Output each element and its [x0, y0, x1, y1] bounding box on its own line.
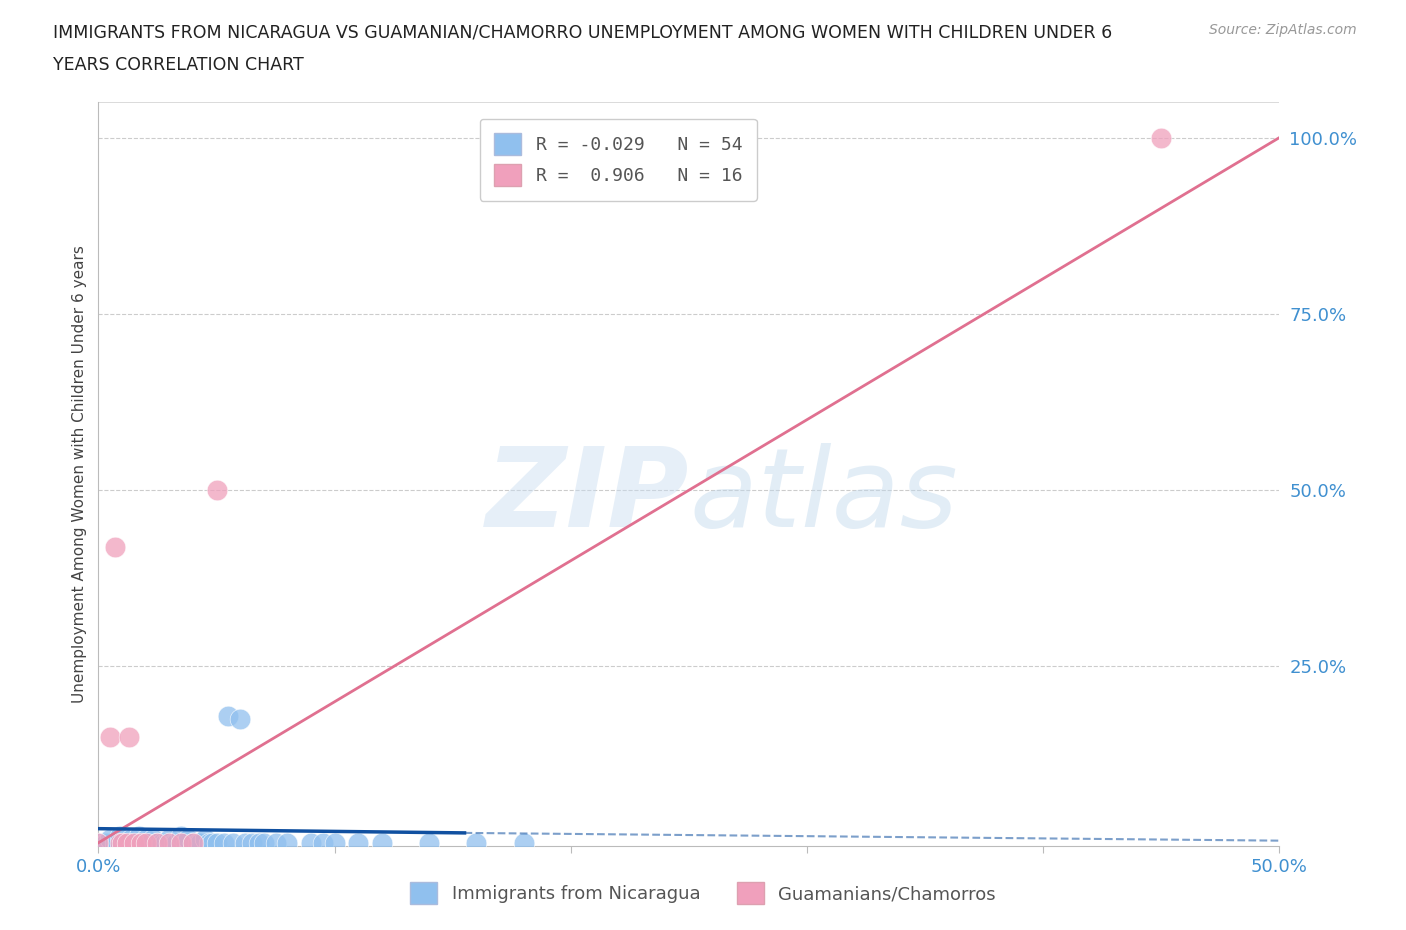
- Point: [347, 835, 370, 850]
- Text: atlas: atlas: [689, 443, 957, 551]
- Point: [174, 835, 197, 850]
- Point: [198, 835, 221, 850]
- Point: [112, 831, 135, 846]
- Point: [418, 835, 440, 850]
- Point: [94, 835, 117, 850]
- Point: [229, 712, 252, 727]
- Point: [299, 835, 322, 850]
- Point: [240, 835, 263, 850]
- Point: [115, 835, 138, 850]
- Text: IMMIGRANTS FROM NICARAGUA VS GUAMANIAN/CHAMORRO UNEMPLOYMENT AMONG WOMEN WITH CH: IMMIGRANTS FROM NICARAGUA VS GUAMANIAN/C…: [53, 23, 1112, 41]
- Point: [253, 835, 276, 850]
- Point: [111, 835, 134, 850]
- Point: [105, 835, 128, 850]
- Point: [135, 831, 157, 846]
- Point: [157, 835, 180, 850]
- Point: [108, 835, 131, 850]
- Point: [132, 835, 155, 850]
- Point: [205, 483, 228, 498]
- Point: [87, 835, 110, 850]
- Point: [247, 835, 270, 850]
- Point: [201, 835, 224, 850]
- Legend: R = -0.029   N = 54, R =  0.906   N = 16: R = -0.029 N = 54, R = 0.906 N = 16: [479, 119, 756, 201]
- Text: YEARS CORRELATION CHART: YEARS CORRELATION CHART: [53, 56, 304, 73]
- Point: [129, 835, 152, 850]
- Point: [276, 835, 298, 850]
- Point: [139, 835, 162, 850]
- Point: [217, 709, 239, 724]
- Legend: Immigrants from Nicaragua, Guamanians/Chamorros: Immigrants from Nicaragua, Guamanians/Ch…: [404, 875, 1002, 911]
- Point: [205, 835, 228, 850]
- Point: [312, 835, 335, 850]
- Point: [98, 831, 121, 846]
- Point: [111, 835, 134, 850]
- Point: [128, 829, 150, 844]
- Point: [157, 831, 180, 846]
- Point: [122, 835, 145, 850]
- Point: [212, 835, 235, 850]
- Text: Source: ZipAtlas.com: Source: ZipAtlas.com: [1209, 23, 1357, 37]
- Point: [129, 835, 152, 850]
- Point: [121, 831, 143, 846]
- Text: ZIP: ZIP: [485, 443, 689, 551]
- Point: [135, 835, 157, 850]
- Point: [264, 835, 287, 850]
- Point: [233, 835, 256, 850]
- Point: [371, 835, 394, 850]
- Point: [118, 729, 141, 744]
- Point: [142, 831, 165, 846]
- Point: [150, 835, 173, 850]
- Point: [187, 835, 209, 850]
- Point: [115, 835, 138, 850]
- Point: [188, 835, 211, 850]
- Point: [512, 835, 534, 850]
- Point: [136, 835, 159, 850]
- Point: [118, 835, 141, 850]
- Point: [177, 831, 200, 846]
- Point: [87, 835, 110, 850]
- Point: [108, 829, 131, 844]
- Point: [146, 835, 169, 850]
- Point: [104, 539, 127, 554]
- Point: [1150, 130, 1173, 145]
- Point: [194, 831, 217, 846]
- Point: [153, 835, 176, 850]
- Point: [165, 835, 187, 850]
- Point: [98, 729, 121, 744]
- Point: [122, 835, 145, 850]
- Point: [465, 835, 488, 850]
- Point: [146, 835, 169, 850]
- Point: [125, 835, 148, 850]
- Point: [163, 835, 186, 850]
- Point: [181, 835, 204, 850]
- Point: [170, 835, 193, 850]
- Point: [181, 835, 204, 850]
- Point: [222, 835, 245, 850]
- Point: [323, 835, 346, 850]
- Y-axis label: Unemployment Among Women with Children Under 6 years: Unemployment Among Women with Children U…: [72, 246, 87, 703]
- Point: [170, 829, 193, 844]
- Point: [104, 835, 127, 850]
